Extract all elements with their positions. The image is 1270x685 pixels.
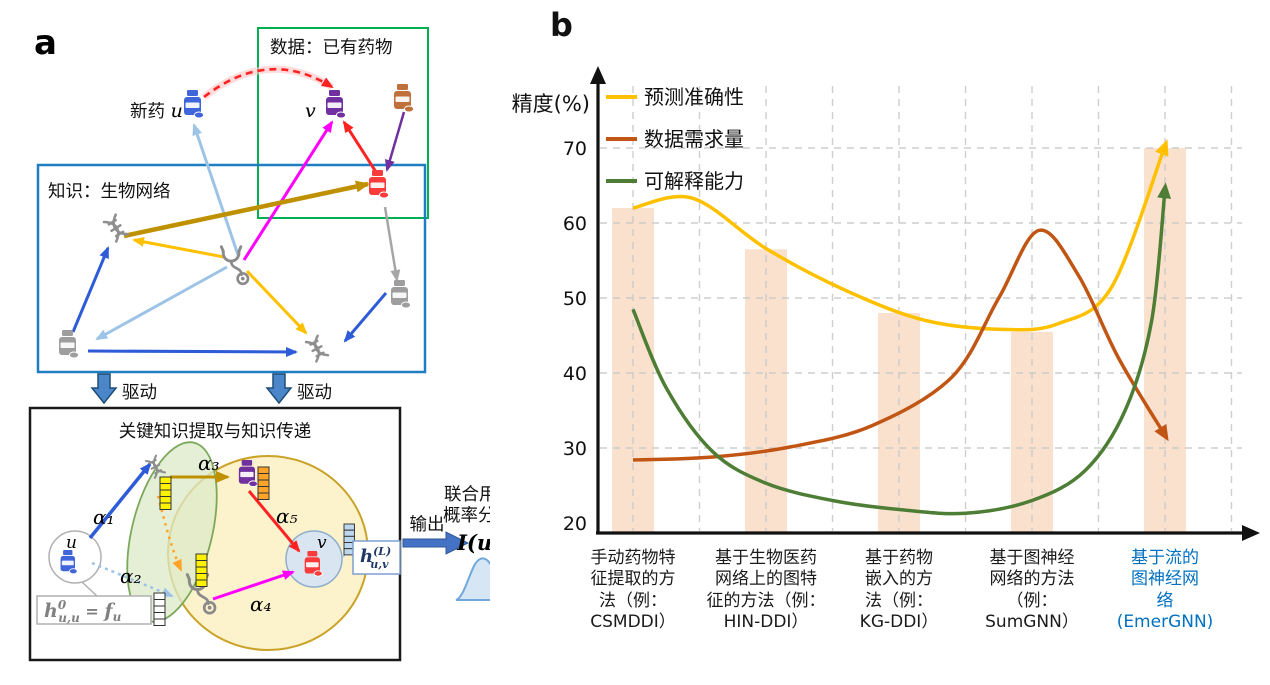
panel-a-diagram: a 数据：已有药物 知识：生物网络 新药 u: [28, 23, 547, 662]
arrow-steth-to-graydrug: [95, 265, 228, 341]
pill-bottle-icon: [58, 329, 80, 359]
trend-curve-3: [631, 182, 1172, 516]
arrow-graydrug-to-dna1: [71, 246, 110, 333]
node-u-label: u: [66, 533, 77, 553]
panel-b-label: b: [550, 6, 573, 44]
result-title-line1: 联合用药: [444, 485, 490, 505]
legend-label: 预测准确性: [644, 85, 744, 109]
alpha2-arrow: [91, 561, 174, 598]
x-category-label: 基于图神经 网络的方法 （例： SumGNN）: [985, 548, 1079, 632]
arrow-graydrug-to-dna2: [87, 346, 298, 357]
alpha1-label: α₁: [93, 505, 115, 529]
y-axis-title: 精度(%): [512, 92, 590, 116]
arrow-steth-to-dna1: [132, 236, 225, 259]
feature-vector-bar: [159, 476, 172, 510]
pill-bottle-icon: [393, 83, 415, 113]
stethoscope-icon: [219, 245, 250, 286]
arrow-orange-to-reddrug: [385, 111, 406, 172]
trend-curve-2: [632, 228, 1169, 462]
alpha5-arrow: [247, 490, 301, 553]
initial-feature-formula: h0 u,u = fu: [44, 598, 122, 625]
y-tick-label: 50: [563, 288, 587, 310]
legend-label: 可解释能力: [644, 169, 744, 193]
drive-down-block-arrow: [265, 373, 293, 405]
new-drug-label: 新药 u: [130, 100, 183, 122]
drive-label-left: 驱动: [122, 383, 157, 403]
extraction-box-title: 关键知识提取与知识传递: [119, 422, 312, 442]
y-tick-label: 40: [563, 363, 587, 385]
alpha2-label: α₂: [120, 564, 142, 588]
y-axis-arrowhead: [590, 66, 606, 84]
data-box-title: 数据：已有药物: [270, 38, 393, 58]
x-axis-arrowhead: [1242, 525, 1260, 541]
legend-label: 数据需求量: [644, 127, 744, 151]
x-axis-labels: 手动药物特 征提取的方 法（例： CSMDDI） 基于生物医药 网络上的图特 征的…: [0, 548, 1270, 678]
existing-drug-v-label: v: [305, 100, 316, 122]
y-tick-label: 60: [563, 213, 587, 235]
data-box: [257, 27, 429, 219]
dna-helix-icon: [304, 334, 330, 363]
drive-down-block-arrow: [90, 373, 118, 405]
y-tick-label: 70: [563, 138, 587, 160]
panel-a-label: a: [34, 23, 57, 63]
output-embedding-formula: h(L) u,v: [360, 545, 391, 571]
feature-vector-bar: [257, 466, 270, 500]
y-tick-label: 20: [563, 513, 587, 535]
alpha3-label: α₃: [198, 451, 220, 475]
pill-bottle-icon: [325, 89, 347, 119]
arrow-steth-to-u: [192, 123, 240, 256]
y-tick-label: 30: [563, 438, 587, 460]
pill-bottle-icon: [368, 169, 390, 199]
interaction-arc-u-v: [203, 67, 334, 99]
trend-curve-1: [632, 139, 1169, 332]
output-right-block-arrow: [402, 531, 470, 555]
alpha4-arrow: [212, 570, 295, 601]
pill-bottle-icon: [183, 89, 205, 119]
node-v-label: v: [317, 533, 327, 553]
alpha5-label: α₅: [276, 504, 298, 528]
dna-helix-icon: [102, 213, 130, 243]
output-label: 输出: [410, 515, 445, 535]
drive-label-right: 驱动: [297, 383, 332, 403]
interaction-arc-glow: [201, 65, 334, 100]
pill-bottle-icon: [390, 279, 412, 309]
knowledge-box: [36, 163, 427, 374]
arrow-steth-to-dna2: [245, 269, 308, 335]
arrow-reddrug-to-graydrug: [383, 206, 401, 282]
output-embedding-box: [352, 540, 401, 575]
node-to-formula-connector: [81, 581, 99, 598]
alpha1-arrow: [88, 462, 152, 540]
arrow-dna-to-reddrug: [123, 180, 370, 239]
arrow-graydrug2-to-dna2: [343, 292, 388, 343]
x-category-label: 基于生物医药 网络上的图特 征的方法（例： HIN-DDI）: [706, 548, 826, 632]
initial-feature-box: [36, 595, 152, 625]
x-category-label: 基于流的 图神经网 络 (EmerGNN): [1116, 548, 1214, 632]
x-category-label: 基于药物 嵌入的方 法（例： KG-DDI）: [859, 548, 939, 632]
arrow-steth-to-v: [242, 120, 334, 261]
x-category-label: 手动药物特 征提取的方 法（例： CSMDDI）: [590, 548, 676, 632]
knowledge-box-title: 知识：生物网络: [48, 182, 171, 202]
alpha4-label: α₄: [250, 592, 272, 616]
extraction-box: [28, 406, 402, 662]
result-title-line2: 概率分布: [443, 506, 490, 526]
arrow-reddrug-to-v: [342, 120, 378, 173]
